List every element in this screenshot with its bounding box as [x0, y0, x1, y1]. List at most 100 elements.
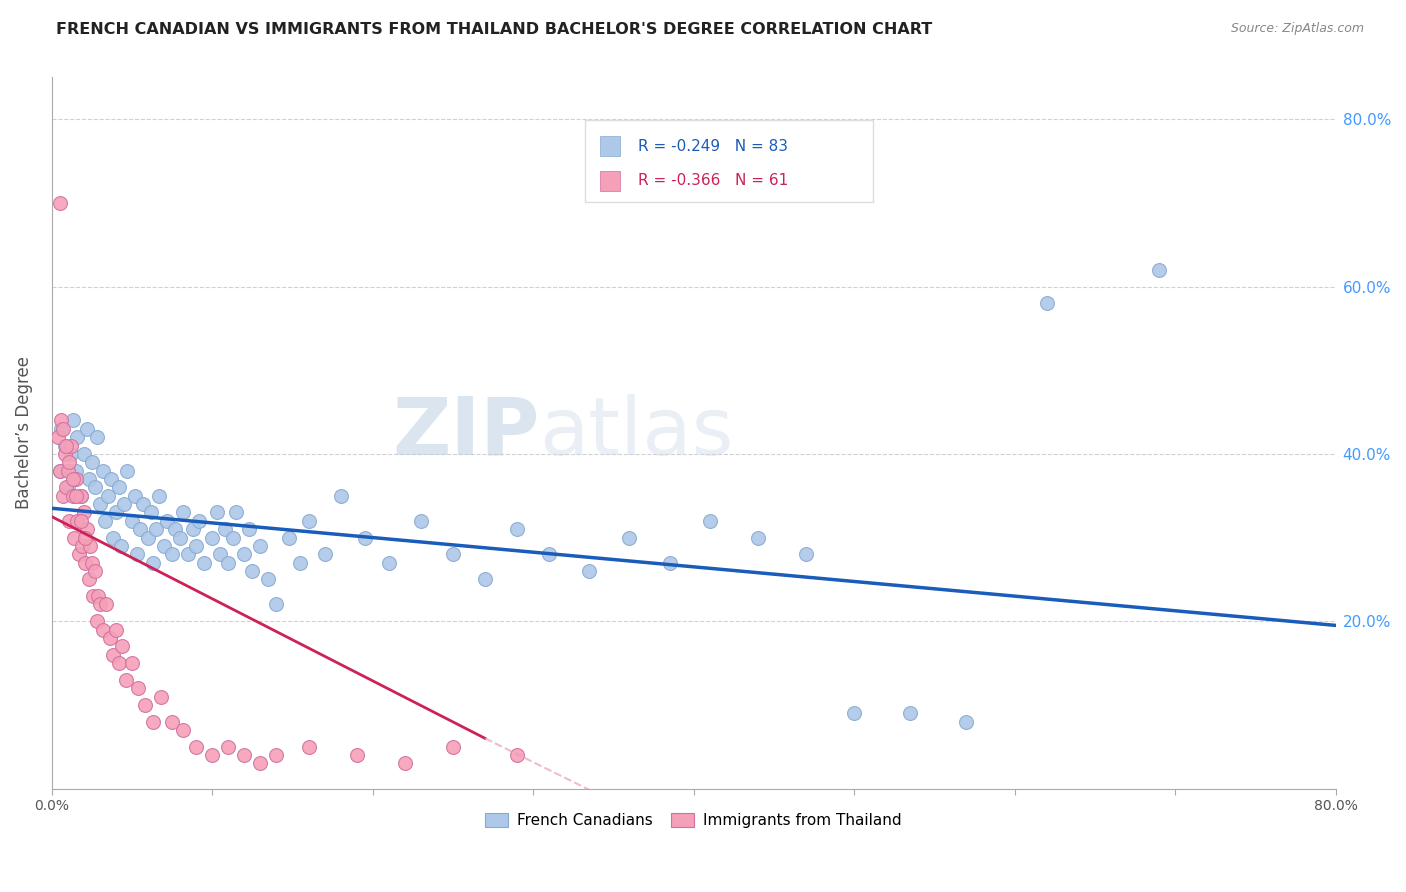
Point [69, 489, 91, 503]
Point [409, 514, 432, 528]
Point [142, 714, 165, 729]
Point [65, 472, 87, 486]
Point [52, 489, 75, 503]
Point [177, 547, 200, 561]
Point [86, 430, 108, 444]
Point [506, 522, 529, 536]
Point [142, 556, 165, 570]
Point [100, 472, 122, 486]
Point [77, 472, 100, 486]
Point [51, 422, 73, 436]
Point [297, 514, 319, 528]
Point [125, 547, 148, 561]
Point [124, 489, 146, 503]
Point [898, 706, 921, 721]
Point [346, 747, 368, 762]
Point [121, 514, 143, 528]
Point [794, 547, 817, 561]
Point [249, 539, 271, 553]
Point [80, 556, 103, 570]
Point [290, 556, 312, 570]
Point [314, 547, 336, 561]
Point [75, 556, 97, 570]
Legend: French Canadians, Immigrants from Thailand: French Canadians, Immigrants from Thaila… [479, 807, 908, 834]
Point [329, 489, 352, 503]
Point [186, 739, 208, 754]
Point [84, 564, 107, 578]
Point [65, 489, 87, 503]
Point [89, 598, 111, 612]
Point [160, 714, 183, 729]
Text: R = -0.249   N = 83: R = -0.249 N = 83 [638, 139, 789, 154]
Point [114, 673, 136, 687]
Point [77, 573, 100, 587]
Point [132, 497, 155, 511]
Point [66, 514, 89, 528]
Point [249, 756, 271, 771]
Point [53, 438, 76, 452]
Point [98, 631, 121, 645]
Text: FRENCH CANADIAN VS IMMIGRANTS FROM THAILAND BACHELOR'S DEGREE CORRELATION CHART: FRENCH CANADIAN VS IMMIGRANTS FROM THAIL… [56, 22, 932, 37]
Point [93, 514, 115, 528]
Point [127, 681, 149, 695]
Point [104, 506, 127, 520]
Point [205, 506, 228, 520]
Point [73, 506, 96, 520]
Point [238, 522, 260, 536]
Point [108, 480, 131, 494]
Point [46, 430, 69, 444]
Point [222, 531, 245, 545]
Point [63, 531, 86, 545]
Point [56, 480, 79, 494]
Point [60, 438, 83, 452]
Point [738, 26, 761, 40]
Point [76, 422, 98, 436]
Point [169, 531, 191, 545]
Point [86, 614, 108, 628]
Point [66, 430, 89, 444]
Point [129, 522, 152, 536]
Point [240, 564, 263, 578]
Point [101, 648, 124, 662]
Point [738, 66, 761, 80]
Point [49, 464, 72, 478]
Point [441, 739, 464, 754]
Point [108, 656, 131, 670]
Point [62, 413, 84, 427]
Point [49, 195, 72, 210]
Point [181, 522, 204, 536]
Point [619, 531, 641, 545]
Point [217, 556, 239, 570]
Point [538, 547, 561, 561]
Text: R = -0.366   N = 61: R = -0.366 N = 61 [638, 173, 789, 188]
Point [658, 556, 681, 570]
Point [160, 547, 183, 561]
Point [214, 522, 236, 536]
Point [87, 589, 110, 603]
Point [56, 464, 79, 478]
Point [201, 747, 224, 762]
Point [201, 531, 224, 545]
Point [115, 464, 138, 478]
Point [297, 739, 319, 754]
Point [266, 747, 288, 762]
Point [394, 756, 416, 771]
Point [112, 497, 135, 511]
Point [111, 640, 134, 654]
Point [145, 522, 167, 536]
Point [62, 489, 84, 503]
Point [69, 489, 91, 503]
Point [148, 489, 170, 503]
Point [91, 464, 114, 478]
Point [76, 522, 98, 536]
Point [141, 506, 163, 520]
Point [79, 539, 101, 553]
Point [60, 447, 83, 461]
Point [91, 623, 114, 637]
Point [96, 598, 118, 612]
Point [82, 589, 104, 603]
Text: ZIP: ZIP [392, 394, 540, 472]
Point [188, 514, 211, 528]
Point [110, 539, 132, 553]
Point [165, 522, 187, 536]
